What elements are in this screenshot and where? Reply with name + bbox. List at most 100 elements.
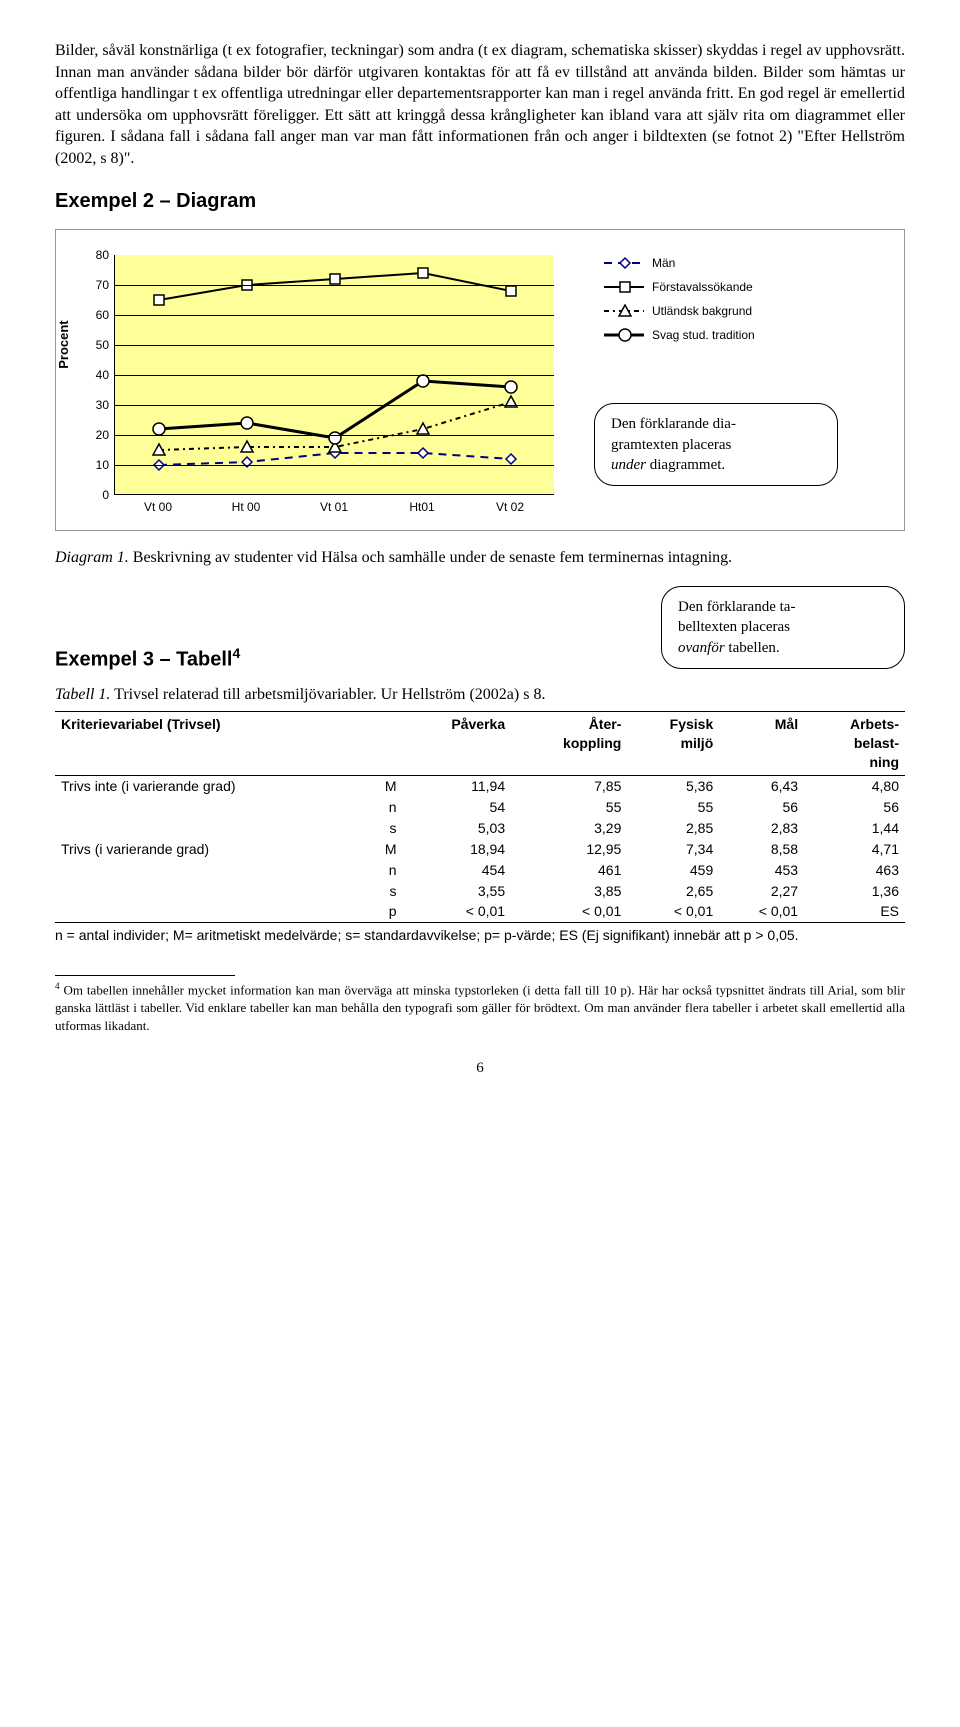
legend-item: Förstavalssökande <box>604 279 838 295</box>
table-row: Trivs inte (i varierande grad)M11,947,85… <box>55 776 905 797</box>
table-cell: M <box>363 839 402 860</box>
table-cell: 3,55 <box>402 881 511 902</box>
table-cell <box>55 797 363 818</box>
callout-text-line: ovanför <box>678 640 725 656</box>
table-cell: 463 <box>804 860 905 881</box>
callout-text-line: Den förklarande ta- <box>678 599 795 615</box>
table-cell: s <box>363 881 402 902</box>
x-tick: Ht01 <box>378 499 466 535</box>
callout-text-line: tabellen. <box>725 640 780 656</box>
callout-table-text: Den förklarande ta- belltexten placeras … <box>661 586 905 669</box>
table-cell: 8,58 <box>719 839 804 860</box>
chart-legend: Män Förstavalssökande Utländsk bakgrund Sva… <box>604 255 838 344</box>
table-cell: 12,95 <box>511 839 627 860</box>
table-cell: 459 <box>627 860 719 881</box>
table-cell: 7,85 <box>511 776 627 797</box>
table-row: s5,033,292,852,831,44 <box>55 818 905 839</box>
table-cell: Trivs (i varierande grad) <box>55 839 363 860</box>
callout-diagram-text: Den förklarande dia- gramtexten placeras… <box>594 403 838 486</box>
table-header: Fysiskmiljö <box>627 712 719 776</box>
table-note: n = antal individer; M= aritmetiskt mede… <box>55 926 905 945</box>
table-cell: 5,36 <box>627 776 719 797</box>
table-cell: 56 <box>804 797 905 818</box>
table-cell: s <box>363 818 402 839</box>
table-cell: 461 <box>511 860 627 881</box>
table-cell: p <box>363 901 402 922</box>
table-cell <box>55 860 363 881</box>
table-cell: 2,85 <box>627 818 719 839</box>
table-cell: 6,43 <box>719 776 804 797</box>
table-cell: 55 <box>627 797 719 818</box>
y-tick: 10 <box>74 456 109 472</box>
table-cell: < 0,01 <box>511 901 627 922</box>
y-tick: 80 <box>74 246 109 262</box>
y-tick: 40 <box>74 366 109 382</box>
table-cell: < 0,01 <box>719 901 804 922</box>
y-tick: 70 <box>74 276 109 292</box>
chart-container: Procent 01020304050607080 Vt 00Ht 00Vt 0… <box>55 229 905 531</box>
table-cell: 453 <box>719 860 804 881</box>
table-cell: 2,65 <box>627 881 719 902</box>
data-table: Kriterievariabel (Trivsel)PåverkaÅter-ko… <box>55 711 905 923</box>
footnote: 4 Om tabellen innehåller mycket informat… <box>55 980 905 1034</box>
y-tick: 30 <box>74 396 109 412</box>
callout-text-line: diagrammet. <box>646 457 725 473</box>
caption-label: Diagram 1. <box>55 549 129 566</box>
table-cell: 56 <box>719 797 804 818</box>
table-row: Trivs (i varierande grad)M18,9412,957,34… <box>55 839 905 860</box>
table-cell <box>55 881 363 902</box>
x-tick: Vt 00 <box>114 499 202 535</box>
heading-exempel-3: Exempel 3 – Tabell4 <box>55 644 240 674</box>
table-cell: 11,94 <box>402 776 511 797</box>
table-header <box>363 712 402 776</box>
table-cell: 55 <box>511 797 627 818</box>
table-row: n5455555656 <box>55 797 905 818</box>
table-cell: 54 <box>402 797 511 818</box>
table-cell: 5,03 <box>402 818 511 839</box>
table-cell: 4,80 <box>804 776 905 797</box>
diagram-caption: Diagram 1. Beskrivning av studenter vid … <box>55 547 905 569</box>
table-cell: M <box>363 776 402 797</box>
legend-item: Svag stud. tradition <box>604 327 838 343</box>
caption-text: Beskrivning av studenter vid Hälsa och s… <box>129 549 732 566</box>
table-row: n454461459453463 <box>55 860 905 881</box>
table-caption: Tabell 1. Trivsel relaterad till arbetsm… <box>55 684 905 706</box>
table-cell: 1,36 <box>804 881 905 902</box>
caption-text: Trivsel relaterad till arbetsmiljövariab… <box>110 686 545 703</box>
legend-item: Utländsk bakgrund <box>604 303 838 319</box>
table-cell: 7,34 <box>627 839 719 860</box>
table-cell: n <box>363 860 402 881</box>
legend-item: Män <box>604 255 838 271</box>
y-tick: 0 <box>74 486 109 502</box>
table-cell: < 0,01 <box>402 901 511 922</box>
page-number: 6 <box>55 1058 905 1078</box>
heading-exempel-2: Exempel 2 – Diagram <box>55 188 905 215</box>
table-row: s3,553,852,652,271,36 <box>55 881 905 902</box>
table-cell: 2,83 <box>719 818 804 839</box>
callout-text-line: belltexten placeras <box>678 619 790 635</box>
chart-y-label: Procent <box>55 320 73 368</box>
y-tick: 20 <box>74 426 109 442</box>
callout-text-line: Den förklarande dia- <box>611 416 736 432</box>
table-cell: 454 <box>402 860 511 881</box>
table-cell: 1,44 <box>804 818 905 839</box>
y-tick: 50 <box>74 336 109 352</box>
table-header: Kriterievariabel (Trivsel) <box>55 712 363 776</box>
table-header: Åter-koppling <box>511 712 627 776</box>
table-cell: 3,29 <box>511 818 627 839</box>
table-cell <box>55 901 363 922</box>
y-tick: 60 <box>74 306 109 322</box>
table-cell: < 0,01 <box>627 901 719 922</box>
x-tick: Ht 00 <box>202 499 290 535</box>
chart-plot-area: Procent 01020304050607080 Vt 00Ht 00Vt 0… <box>74 255 574 515</box>
table-row: p< 0,01< 0,01< 0,01< 0,01ES <box>55 901 905 922</box>
table-cell: Trivs inte (i varierande grad) <box>55 776 363 797</box>
callout-text-line: under <box>611 457 646 473</box>
callout-text-line: gramtexten placeras <box>611 437 731 453</box>
body-paragraph: Bilder, såväl konstnärliga (t ex fotogra… <box>55 40 905 170</box>
x-tick: Vt 02 <box>466 499 554 535</box>
table-cell: 4,71 <box>804 839 905 860</box>
caption-label: Tabell 1. <box>55 686 110 703</box>
table-header: Arbets-belast-ning <box>804 712 905 776</box>
footnote-separator <box>55 975 235 976</box>
